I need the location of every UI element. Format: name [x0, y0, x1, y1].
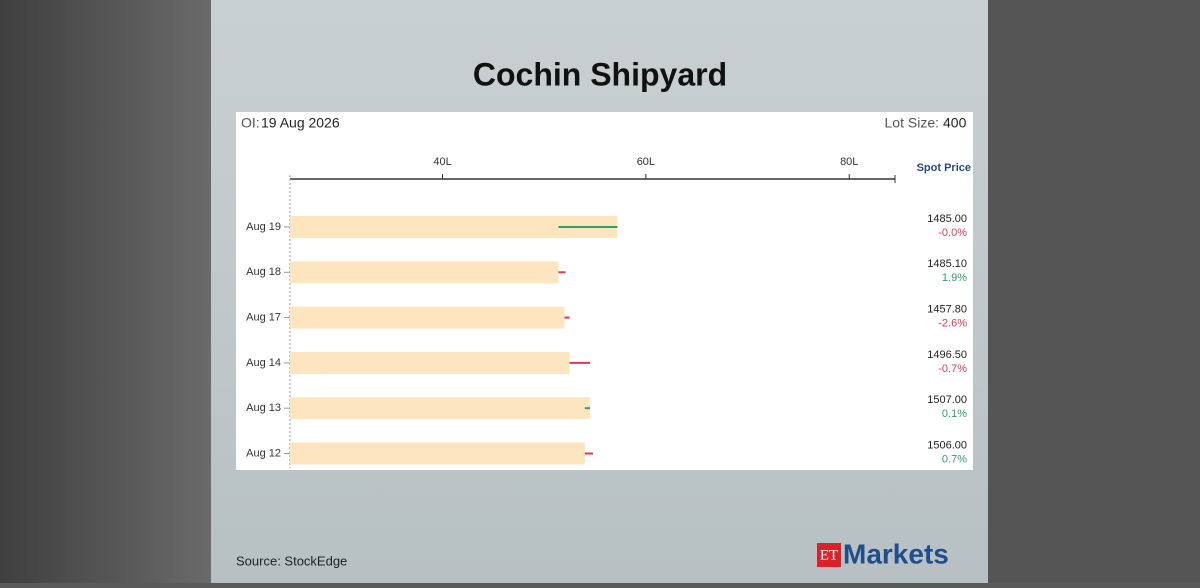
- y-tick-label: Aug 19: [246, 221, 281, 233]
- lot-size: 400: [943, 115, 967, 131]
- chart-title: Cochin Shipyard: [473, 56, 727, 92]
- spot-price: 1457.80: [927, 304, 967, 316]
- y-tick-label: Aug 12: [246, 447, 281, 459]
- bar: [290, 397, 590, 420]
- spot-change: -0.0%: [938, 227, 967, 239]
- bar: [290, 216, 618, 238]
- spot-price: 1496.50: [927, 349, 967, 361]
- x-tick-label: 80L: [840, 156, 858, 168]
- spot-change: -2.6%: [938, 318, 967, 330]
- spot-change: -0.7%: [938, 363, 967, 375]
- spot-change: 0.1%: [942, 408, 967, 420]
- logo-et: ET: [820, 547, 838, 563]
- y-tick-label: Aug 17: [246, 312, 281, 324]
- spot-header: Spot Price: [917, 162, 971, 174]
- x-tick-label: 40L: [433, 156, 451, 168]
- spot-price: 1485.00: [927, 213, 967, 225]
- x-tick-label: 60L: [637, 156, 655, 168]
- oi-label: OI:: [241, 115, 260, 131]
- y-tick-label: Aug 13: [246, 402, 281, 414]
- side-left: [0, 0, 211, 583]
- side-right: [988, 0, 1200, 583]
- logo-box: [817, 543, 841, 567]
- spot-change: 1.9%: [942, 272, 967, 284]
- source: Source: StockEdge: [236, 553, 347, 568]
- lot-label: Lot Size:: [885, 115, 939, 131]
- spot-price: 1485.10: [927, 258, 967, 270]
- spot-change: 0.7%: [942, 453, 967, 465]
- y-tick-label: Aug 18: [246, 266, 281, 278]
- bar: [290, 351, 570, 374]
- y-tick-label: Aug 14: [246, 357, 281, 369]
- bar: [290, 306, 565, 329]
- spot-price: 1506.00: [927, 439, 967, 451]
- bar: [290, 442, 585, 465]
- spot-price: 1507.00: [927, 394, 967, 406]
- logo-markets: Markets: [843, 538, 949, 569]
- oi-date: 19 Aug 2026: [261, 115, 340, 131]
- bar: [290, 261, 559, 284]
